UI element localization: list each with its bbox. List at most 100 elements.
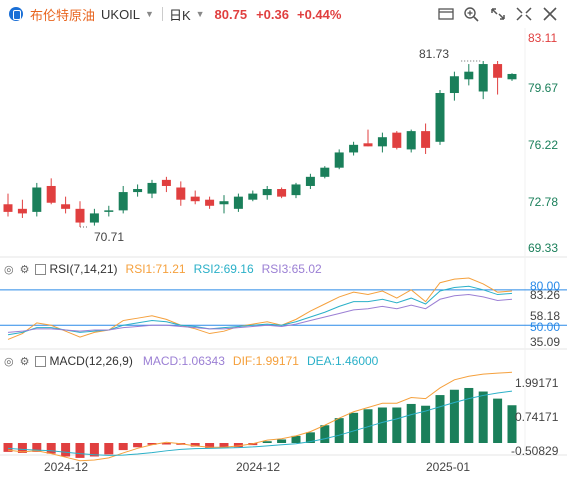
- settings-icon[interactable]: ⚙: [19, 263, 30, 276]
- rsi1-value: RSI1:71.21: [125, 262, 186, 276]
- candle-body: [104, 210, 114, 212]
- header-bar: 布伦特原油 UKOIL ▼ 日K ▼ 80.75 +0.36 +0.44%: [0, 0, 567, 28]
- macd-bar: [104, 443, 114, 455]
- candle-body: [262, 189, 272, 196]
- candle-body: [219, 201, 229, 205]
- x-axis-label: 2024-12: [44, 460, 89, 474]
- candle-body: [478, 64, 488, 92]
- zoom-out-icon[interactable]: [489, 6, 507, 22]
- divider: [161, 7, 163, 21]
- macd-bar: [133, 443, 143, 448]
- macd-bar: [421, 405, 431, 443]
- candle-body: [133, 189, 143, 193]
- expand-icon[interactable]: [515, 6, 533, 22]
- candle-body: [46, 185, 56, 203]
- macd-bar: [277, 439, 287, 443]
- timeframe-dropdown-icon[interactable]: ▼: [195, 9, 205, 19]
- toolbox-icon[interactable]: [437, 6, 455, 22]
- candle-body: [3, 204, 13, 212]
- macd-legend: ◎ ⚙ MACD(12,26,9) MACD:1.06343 DIF:1.991…: [4, 354, 378, 368]
- brand-logo-icon: [9, 7, 23, 21]
- macd-bar: [61, 443, 71, 457]
- price-change-pct: +0.44%: [297, 6, 342, 22]
- visibility-icon[interactable]: ◎: [4, 355, 14, 368]
- candle-body: [406, 131, 416, 150]
- candle-body: [392, 132, 402, 148]
- macd-bar: [17, 443, 27, 453]
- candle-body: [377, 137, 387, 147]
- macd-bar: [493, 398, 503, 443]
- macd-bar: [363, 409, 373, 443]
- macd-bar: [334, 418, 344, 443]
- candle-body: [507, 73, 517, 80]
- candle-body: [161, 179, 171, 186]
- dif-line: [7, 371, 513, 462]
- macd-bar: [349, 412, 359, 443]
- price-axis-tick: 79.67: [528, 81, 559, 95]
- x-axis-label: 2025-01: [426, 460, 471, 474]
- candle-body: [233, 196, 243, 209]
- macd-bar: [233, 443, 243, 448]
- candle-body: [248, 193, 258, 200]
- macd-bar: [3, 443, 13, 452]
- candle-body: [61, 204, 71, 209]
- rsi-axis-tick: 83.26: [530, 288, 561, 302]
- candle-body: [277, 189, 287, 197]
- candle-body: [147, 182, 157, 194]
- panel-toggle-icon[interactable]: [35, 355, 47, 367]
- rsi3-line: [7, 294, 513, 333]
- candle-body: [435, 93, 445, 142]
- macd-bar: [449, 389, 459, 443]
- macd-bar: [464, 387, 474, 443]
- candle-body: [190, 196, 200, 202]
- low-price-label: 70.71: [94, 230, 125, 244]
- price-change: +0.36: [256, 6, 289, 22]
- x-axis-label: 2024-12: [236, 460, 281, 474]
- symbol-dropdown-icon[interactable]: ▼: [145, 9, 154, 19]
- macd-bar: [478, 391, 488, 443]
- macd-bar: [75, 443, 85, 458]
- candle-body: [75, 208, 85, 223]
- rsi-axis-tick: 50.00: [530, 320, 561, 334]
- macd-bar: [435, 395, 445, 443]
- rsi2-value: RSI2:69.16: [193, 262, 254, 276]
- candle-body: [320, 167, 330, 177]
- dif-value: DIF:1.99171: [232, 354, 299, 368]
- timeframe-select[interactable]: 日K: [168, 7, 191, 23]
- candle-body: [205, 199, 215, 206]
- candle-body: [118, 192, 128, 211]
- candle-body: [421, 131, 431, 148]
- visibility-icon[interactable]: ◎: [4, 263, 14, 276]
- macd-axis-tick: -0.50829: [511, 444, 559, 458]
- macd-bar: [377, 407, 387, 443]
- panel-toggle-icon[interactable]: [35, 263, 47, 275]
- last-price: 80.75: [214, 6, 248, 22]
- high-price-label: 81.73: [419, 47, 450, 61]
- macd-bar: [406, 403, 416, 443]
- macd-value: MACD:1.06343: [142, 354, 225, 368]
- candle-body: [291, 184, 301, 196]
- candle-body: [464, 71, 474, 80]
- candle-body: [305, 176, 315, 186]
- rsi1-line: [7, 277, 513, 340]
- macd-bar: [89, 443, 99, 457]
- instrument-name[interactable]: 布伦特原油: [30, 7, 96, 23]
- instrument-symbol[interactable]: UKOIL: [101, 6, 141, 22]
- macd-axis-tick: 0.74171: [515, 410, 559, 424]
- macd-bar: [219, 443, 229, 448]
- rsi-axis-tick: 35.09: [530, 335, 561, 349]
- candle-body: [449, 76, 459, 94]
- rsi-axis-tick: 80.00: [530, 279, 561, 293]
- candle-body: [17, 208, 27, 214]
- macd-title: MACD(12,26,9): [49, 354, 133, 368]
- settings-icon[interactable]: ⚙: [19, 355, 30, 368]
- zoom-in-icon[interactable]: [463, 6, 481, 22]
- rsi-axis-tick: 58.18: [530, 309, 561, 323]
- candle-body: [493, 64, 503, 78]
- candle-body: [89, 213, 99, 223]
- close-icon[interactable]: [541, 6, 559, 22]
- macd-bar: [320, 425, 330, 443]
- price-axis-tick: 72.78: [528, 195, 559, 209]
